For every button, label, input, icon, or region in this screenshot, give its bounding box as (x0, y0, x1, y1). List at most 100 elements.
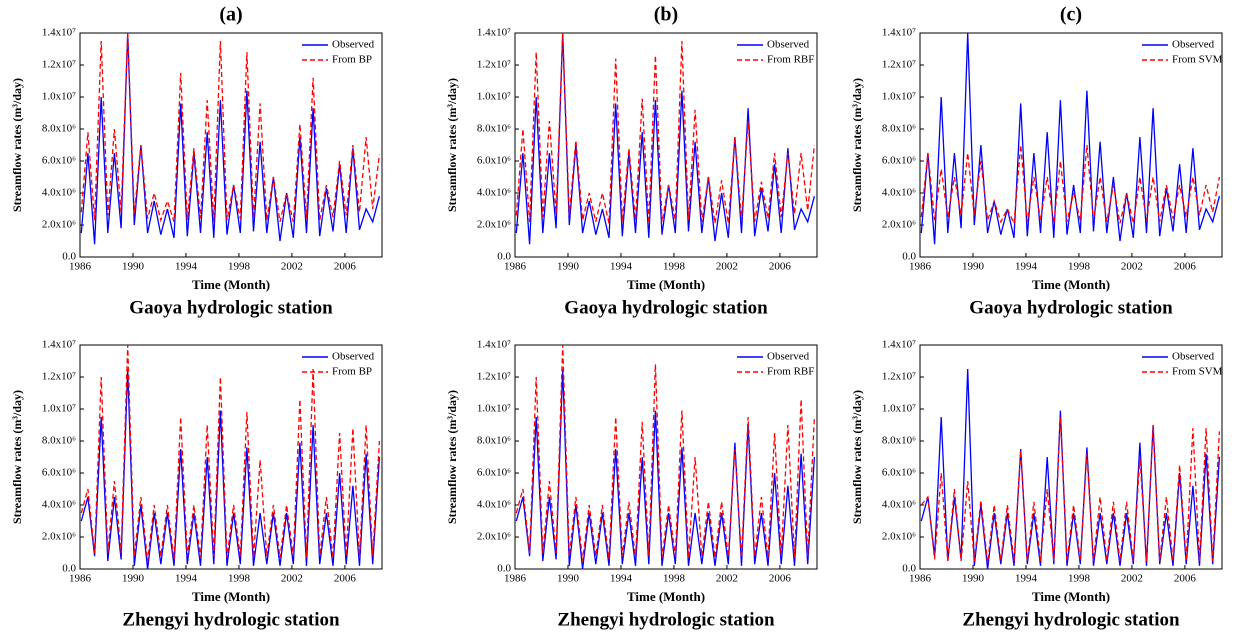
y-tick-label: 2.0x10⁶ (882, 219, 916, 231)
data-line (515, 344, 816, 562)
x-axis-label: Time (Month) (627, 277, 705, 292)
y-tick-label: 6.0x10⁶ (42, 155, 76, 167)
y-tick-label: 1.4x10⁷ (42, 27, 76, 39)
y-tick-label: 1.0x10⁷ (477, 91, 511, 103)
x-tick-label: 1986 (504, 261, 527, 273)
y-tick-label: 0.0 (497, 251, 511, 263)
x-tick-label: 2006 (334, 573, 357, 585)
y-tick-label: 1.4x10⁷ (882, 27, 916, 39)
panel-title: (a) (219, 4, 242, 26)
y-tick-label: 1.2x10⁷ (42, 59, 76, 71)
x-axis-label: Time (Month) (192, 277, 270, 292)
x-tick-label: 2006 (1174, 261, 1197, 273)
y-tick-label: 8.0x10⁶ (882, 435, 916, 447)
x-tick-label: 1986 (69, 261, 92, 273)
panel: (b) 0.0 2.0x10⁶ 4.0x10⁶ 6.0x10⁶ 8.0x10⁶ 1.0x10… (445, 4, 818, 318)
y-axis-label: Streamflow rates (m³/day) (850, 390, 864, 524)
data-line (80, 32, 381, 223)
data-line (920, 32, 1221, 245)
legend-label: Observed (1172, 39, 1215, 51)
y-axis-label: Streamflow rates (m³/day) (850, 78, 864, 212)
caption: Zhengyi hydrologic station (122, 609, 340, 630)
x-tick-label: 1998 (228, 261, 251, 273)
y-tick-label: 1.4x10⁷ (42, 339, 76, 351)
x-tick-label: 1994 (175, 261, 198, 273)
y-tick-label: 8.0x10⁶ (477, 123, 511, 135)
x-tick-label: 1998 (1068, 573, 1091, 585)
y-tick-label: 4.0x10⁶ (477, 499, 511, 511)
x-tick-label: 2002 (1121, 573, 1143, 585)
y-tick-label: 1.2x10⁷ (42, 371, 76, 383)
panel: 0.0 2.0x10⁶ 4.0x10⁶ 6.0x10⁶ 8.0x10⁶ 1.0x10⁷ 1.… (850, 339, 1223, 631)
y-tick-label: 8.0x10⁶ (42, 123, 76, 135)
y-tick-label: 4.0x10⁶ (42, 499, 76, 511)
y-tick-label: 2.0x10⁶ (882, 531, 916, 543)
plot-frame (514, 32, 818, 258)
y-tick-label: 1.4x10⁷ (477, 27, 511, 39)
y-tick-label: 0.0 (62, 251, 76, 263)
y-axis-label: Streamflow rates (m³/day) (10, 78, 24, 212)
y-tick-label: 2.0x10⁶ (42, 531, 76, 543)
x-tick-label: 2002 (281, 261, 303, 273)
y-tick-label: 0.0 (902, 563, 916, 575)
x-tick-label: 2002 (281, 573, 303, 585)
plot-frame (79, 32, 383, 258)
legend-label: Observed (1172, 351, 1215, 363)
x-tick-label: 1990 (557, 261, 580, 273)
data-line (80, 344, 381, 562)
y-tick-label: 1.2x10⁷ (477, 59, 511, 71)
x-tick-label: 1994 (175, 573, 198, 585)
x-tick-label: 2006 (769, 573, 792, 585)
x-tick-label: 1990 (962, 261, 985, 273)
x-tick-label: 1986 (909, 261, 932, 273)
data-line (80, 32, 381, 245)
x-tick-label: 2006 (769, 261, 792, 273)
panel: 0.0 2.0x10⁶ 4.0x10⁶ 6.0x10⁶ 8.0x10⁶ 1.0x10⁷ 1.… (445, 339, 818, 630)
plot-frame (79, 344, 383, 570)
y-tick-label: 4.0x10⁶ (477, 187, 511, 199)
plot-frame (919, 32, 1223, 258)
y-tick-label: 1.2x10⁷ (882, 371, 916, 383)
data-line (920, 416, 1221, 563)
data-line (920, 144, 1221, 226)
legend-label: From SVM (1172, 54, 1223, 66)
y-tick-label: 4.0x10⁶ (882, 499, 916, 511)
y-tick-label: 2.0x10⁶ (477, 531, 511, 543)
x-tick-label: 1998 (1068, 261, 1091, 273)
y-tick-label: 1.0x10⁷ (42, 403, 76, 415)
caption: Gaoya hydrologic station (564, 297, 768, 318)
x-tick-label: 2006 (334, 261, 357, 273)
panel-title: (b) (654, 4, 678, 26)
legend-label: From RBF (767, 366, 814, 378)
y-tick-label: 1.4x10⁷ (477, 339, 511, 351)
caption: Zhengyi hydrologic station (962, 609, 1180, 630)
y-tick-label: 6.0x10⁶ (882, 467, 916, 479)
y-tick-label: 1.0x10⁷ (42, 91, 76, 103)
x-tick-label: 1998 (228, 573, 251, 585)
legend-label: From BP (332, 366, 372, 378)
plot-frame (514, 344, 818, 570)
x-tick-label: 1994 (1015, 261, 1038, 273)
legend-label: From RBF (767, 54, 814, 66)
y-tick-label: 6.0x10⁶ (882, 155, 916, 167)
y-axis-label: Streamflow rates (m³/day) (445, 390, 459, 524)
y-tick-label: 1.0x10⁷ (882, 403, 916, 415)
legend-label: Observed (332, 39, 375, 51)
x-tick-label: 1986 (504, 573, 527, 585)
y-axis-label: Streamflow rates (m³/day) (10, 390, 24, 524)
x-tick-label: 2002 (716, 261, 738, 273)
x-tick-label: 1990 (122, 573, 145, 585)
x-tick-label: 1990 (962, 573, 985, 585)
y-tick-label: 2.0x10⁶ (42, 219, 76, 231)
x-tick-label: 1986 (909, 573, 932, 585)
caption: Gaoya hydrologic station (969, 297, 1173, 318)
y-tick-label: 8.0x10⁶ (42, 435, 76, 447)
x-tick-label: 1994 (610, 261, 633, 273)
plot-frame (919, 344, 1223, 570)
legend-label: Observed (332, 351, 375, 363)
y-tick-label: 8.0x10⁶ (477, 435, 511, 447)
x-axis-label: Time (Month) (1032, 589, 1110, 604)
x-tick-label: 1990 (557, 573, 580, 585)
y-tick-label: 6.0x10⁶ (477, 155, 511, 167)
legend-label: From BP (332, 54, 372, 66)
